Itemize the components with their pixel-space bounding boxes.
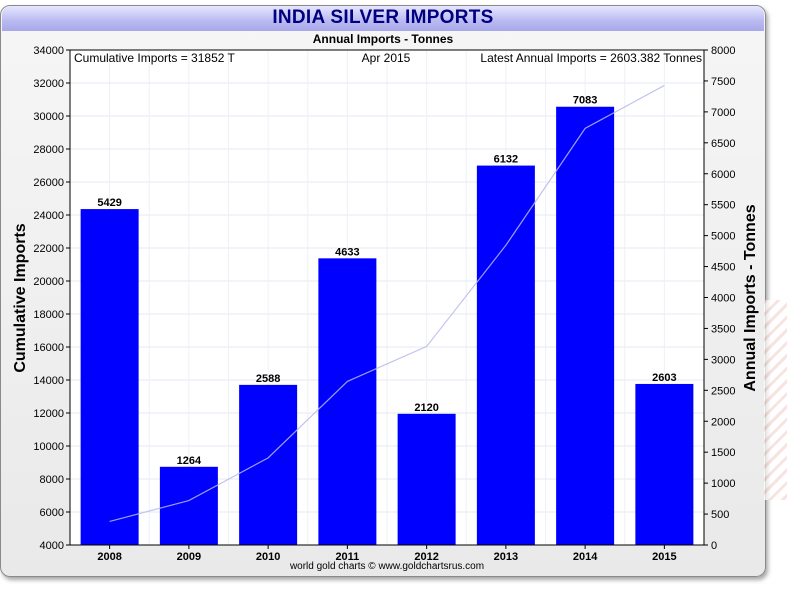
- right-tick-label: 6000: [711, 169, 735, 181]
- right-tick-label: 2500: [711, 385, 735, 397]
- bar-2013: [476, 165, 535, 545]
- left-tick-label: 20000: [33, 276, 64, 288]
- left-tick-label: 24000: [33, 210, 64, 222]
- chart-credit: world gold charts © www.goldchartsrus.co…: [289, 561, 485, 572]
- right-tick-label: 7000: [711, 107, 735, 119]
- left-tick-label: 32000: [33, 78, 64, 90]
- x-tick-label-2015: 2015: [652, 551, 676, 563]
- left-tick-label: 4000: [40, 540, 64, 552]
- bar-2008: [80, 209, 139, 545]
- right-tick-label: 4500: [711, 262, 735, 274]
- annotation-date: Apr 2015: [362, 51, 411, 65]
- annotation-cumulative: Cumulative Imports = 31852 T: [74, 51, 236, 65]
- left-tick-label: 26000: [33, 177, 64, 189]
- bar-label-2011: 4633: [335, 246, 359, 258]
- annotation-latest: Latest Annual Imports = 2603.382 Tonnes: [480, 51, 702, 65]
- x-tick-label-2012: 2012: [414, 551, 438, 563]
- background-watermark: [764, 300, 787, 500]
- chart-title: INDIA SILVER IMPORTS: [272, 7, 494, 28]
- left-tick-label: 16000: [33, 342, 64, 354]
- bar-label-2008: 5429: [97, 197, 121, 209]
- y-axis-right-title: Annual Imports - Tonnes: [742, 204, 759, 391]
- left-tick-label: 18000: [33, 309, 64, 321]
- bar-2015: [635, 383, 694, 545]
- bar-label-2015: 2603: [652, 372, 676, 384]
- left-tick-label: 34000: [33, 45, 64, 57]
- bar-label-2010: 2588: [256, 373, 280, 385]
- left-tick-label: 30000: [33, 111, 64, 123]
- bar-2014: [556, 106, 615, 545]
- x-tick-label-2014: 2014: [573, 551, 598, 563]
- right-tick-label: 500: [711, 509, 729, 521]
- bar-2010: [239, 384, 298, 545]
- left-tick-label: 28000: [33, 144, 64, 156]
- y-axis-left-title: Cumulative Imports: [12, 223, 29, 372]
- right-tick-label: 3500: [711, 323, 735, 335]
- left-tick-label: 6000: [40, 507, 64, 519]
- right-tick-label: 4000: [711, 293, 735, 305]
- bar-2012: [397, 413, 456, 545]
- left-tick-label: 8000: [40, 474, 64, 486]
- right-tick-label: 5500: [711, 200, 735, 212]
- bar-2011: [318, 258, 377, 545]
- x-tick-label-2008: 2008: [97, 551, 121, 563]
- right-tick-label: 1000: [711, 478, 735, 490]
- x-tick-label-2011: 2011: [335, 551, 359, 563]
- chart-subtitle: Annual Imports - Tonnes: [312, 32, 454, 46]
- bar-label-2014: 7083: [573, 95, 597, 107]
- bar-label-2013: 6132: [494, 154, 518, 166]
- right-tick-label: 3000: [711, 354, 735, 366]
- right-tick-label: 8000: [711, 45, 735, 57]
- left-tick-label: 14000: [33, 375, 64, 387]
- right-tick-label: 6500: [711, 138, 735, 150]
- bar-label-2009: 1264: [177, 455, 202, 467]
- cumulative-line: [109, 84, 665, 523]
- title-bar: [2, 6, 764, 31]
- right-tick-label: 0: [711, 540, 717, 552]
- right-tick-label: 1500: [711, 447, 735, 459]
- right-tick-label: 7500: [711, 76, 735, 88]
- x-tick-label-2013: 2013: [494, 551, 518, 563]
- right-tick-label: 2000: [711, 416, 735, 428]
- left-tick-label: 10000: [33, 441, 64, 453]
- right-tick-label: 5000: [711, 231, 735, 243]
- x-tick-label-2009: 2009: [177, 551, 201, 563]
- left-tick-label: 12000: [33, 408, 64, 420]
- x-tick-label-2010: 2010: [256, 551, 280, 563]
- bar-label-2012: 2120: [414, 402, 438, 414]
- left-tick-label: 22000: [33, 243, 64, 255]
